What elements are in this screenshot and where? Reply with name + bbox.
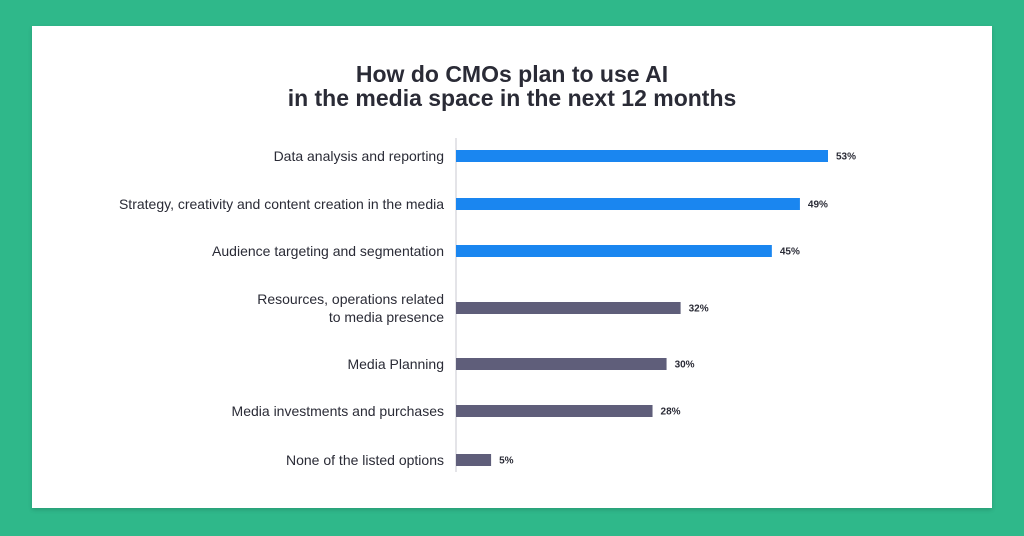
chart-card: How do CMOs plan to use AI in the media …: [32, 26, 992, 508]
value-label-1: 53%: [836, 152, 856, 163]
value-label-7: 5%: [499, 456, 514, 467]
chart-title-line-1: How do CMOs plan to use AI: [355, 61, 669, 87]
category-label-6: Media investments and purchases: [232, 403, 444, 419]
category-label-2: Strategy, creativity and content creatio…: [119, 196, 444, 212]
bar-6: [456, 405, 653, 417]
value-label-2: 49%: [808, 200, 828, 211]
value-label-5: 30%: [675, 360, 695, 371]
value-label-6: 28%: [661, 407, 681, 418]
chart-title: How do CMOs plan to use AI in the media …: [32, 62, 992, 110]
category-label-7: None of the listed options: [286, 452, 444, 468]
value-label-3: 45%: [780, 247, 800, 258]
bar-1: [456, 150, 828, 162]
bar-3: [456, 245, 772, 257]
category-label-3: Audience targeting and segmentation: [212, 243, 444, 259]
chart-title-line-2: in the media space in the next 12 months: [287, 85, 737, 111]
bar-5: [456, 358, 667, 370]
category-label-5: Media Planning: [347, 356, 444, 372]
category-label-4-line-1: Resources, operations related: [257, 291, 444, 307]
bar-4: [456, 302, 681, 314]
category-label-4-line-2: to media presence: [329, 309, 444, 325]
bar-7: [456, 454, 492, 466]
bar-chart: 53% Data analysis and reporting 49% Strateg…: [119, 138, 856, 472]
value-label-4: 32%: [689, 304, 709, 315]
bar-2: [456, 198, 800, 210]
category-label-1: Data analysis and reporting: [274, 148, 444, 164]
